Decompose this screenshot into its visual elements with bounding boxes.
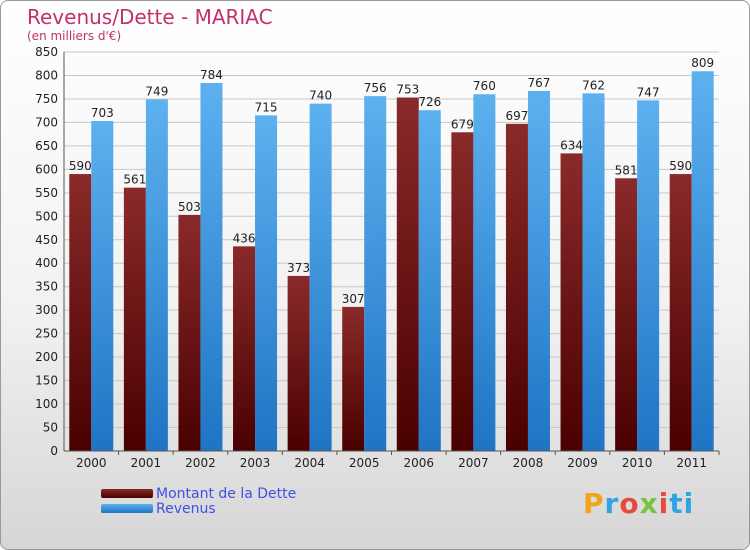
legend-swatch-debt — [101, 489, 153, 498]
x-tick-label: 2007 — [458, 456, 489, 470]
legend-label-revenus: Revenus — [156, 501, 216, 517]
logo-letter: x — [639, 487, 659, 520]
x-tick-label: 2008 — [513, 456, 544, 470]
y-tick-label: 450 — [35, 233, 58, 247]
bar-debt — [396, 97, 419, 451]
bar-debt — [560, 153, 583, 451]
bar-revenus — [255, 115, 278, 451]
bar-debt — [233, 246, 256, 451]
data-label: 740 — [309, 89, 332, 103]
data-label: 784 — [200, 68, 223, 82]
data-label: 581 — [615, 163, 638, 177]
x-tick-label: 2002 — [185, 456, 216, 470]
data-label: 726 — [418, 95, 441, 109]
bar-debt — [505, 123, 528, 451]
y-tick-label: 300 — [35, 303, 58, 317]
bar-revenus — [473, 94, 496, 451]
y-tick-label: 350 — [35, 280, 58, 294]
bar-debt — [615, 178, 638, 451]
data-label: 373 — [287, 261, 310, 275]
data-label: 679 — [451, 117, 474, 131]
logo-letter: r — [604, 487, 620, 520]
legend-label-debt: Montant de la Dette — [156, 486, 297, 502]
x-tick-label: 2011 — [676, 456, 707, 470]
y-tick-label: 800 — [35, 68, 58, 82]
bar-revenus — [91, 121, 114, 451]
data-label: 697 — [506, 109, 529, 123]
y-tick-label: 100 — [35, 397, 58, 411]
chart-title: Revenus/Dette - MARIAC — [27, 5, 273, 29]
y-tick-label: 250 — [35, 327, 58, 341]
bar-debt — [178, 214, 201, 451]
bar-debt — [451, 132, 474, 451]
data-label: 753 — [396, 83, 419, 97]
x-tick-label: 2010 — [622, 456, 653, 470]
bar-debt — [287, 275, 310, 451]
x-tick-label: 2005 — [349, 456, 380, 470]
data-label: 767 — [528, 76, 551, 90]
bar-debt — [669, 174, 692, 451]
bar-revenus — [582, 93, 605, 452]
y-tick-label: 150 — [35, 374, 58, 388]
data-label: 634 — [560, 138, 583, 152]
x-tick-label: 2001 — [131, 456, 162, 470]
bar-revenus — [364, 96, 387, 452]
data-label: 703 — [91, 106, 114, 120]
y-tick-label: 850 — [35, 45, 58, 59]
bar-revenus — [309, 103, 332, 452]
data-label: 307 — [342, 292, 365, 306]
logo-letter: ti — [669, 487, 695, 520]
y-tick-label: 700 — [35, 115, 58, 129]
data-label: 590 — [69, 159, 92, 173]
bar-revenus — [200, 82, 223, 452]
data-label: 762 — [582, 78, 605, 92]
data-label: 760 — [473, 79, 496, 93]
data-label: 809 — [691, 56, 714, 70]
x-tick-label: 2004 — [294, 456, 325, 470]
y-tick-label: 500 — [35, 209, 58, 223]
logo-letter: o — [619, 487, 640, 520]
y-tick-label: 750 — [35, 92, 58, 106]
y-tick-label: 200 — [35, 350, 58, 364]
bar-debt — [342, 306, 365, 451]
logo-letter: i — [658, 487, 670, 520]
bar-revenus — [637, 100, 660, 451]
data-label: 756 — [364, 81, 387, 95]
y-tick-label: 400 — [35, 256, 58, 270]
data-label: 749 — [145, 84, 168, 98]
bar-debt — [123, 187, 146, 451]
bar-revenus — [691, 71, 714, 451]
data-label: 715 — [255, 100, 278, 114]
data-label: 561 — [123, 173, 146, 187]
bar-revenus — [145, 99, 168, 452]
data-label: 590 — [669, 159, 692, 173]
y-tick-label: 0 — [50, 444, 58, 458]
bar-revenus — [527, 90, 550, 451]
y-tick-label: 550 — [35, 186, 58, 200]
x-tick-label: 2003 — [240, 456, 271, 470]
bar-revenus — [418, 110, 441, 451]
x-tick-label: 2006 — [404, 456, 435, 470]
data-label: 503 — [178, 200, 201, 214]
proxiti-logo: Proxiti — [583, 487, 694, 520]
legend-swatch-revenus — [101, 504, 153, 513]
y-tick-label: 650 — [35, 139, 58, 153]
data-label: 747 — [637, 85, 660, 99]
bar-debt — [69, 174, 92, 451]
y-tick-label: 50 — [43, 421, 58, 435]
x-tick-label: 2000 — [76, 456, 107, 470]
data-label: 436 — [233, 231, 256, 245]
chart-subtitle: (en milliers d'€) — [27, 29, 122, 43]
y-tick-label: 600 — [35, 162, 58, 176]
x-tick-label: 2009 — [567, 456, 598, 470]
logo-letter: P — [583, 487, 605, 520]
